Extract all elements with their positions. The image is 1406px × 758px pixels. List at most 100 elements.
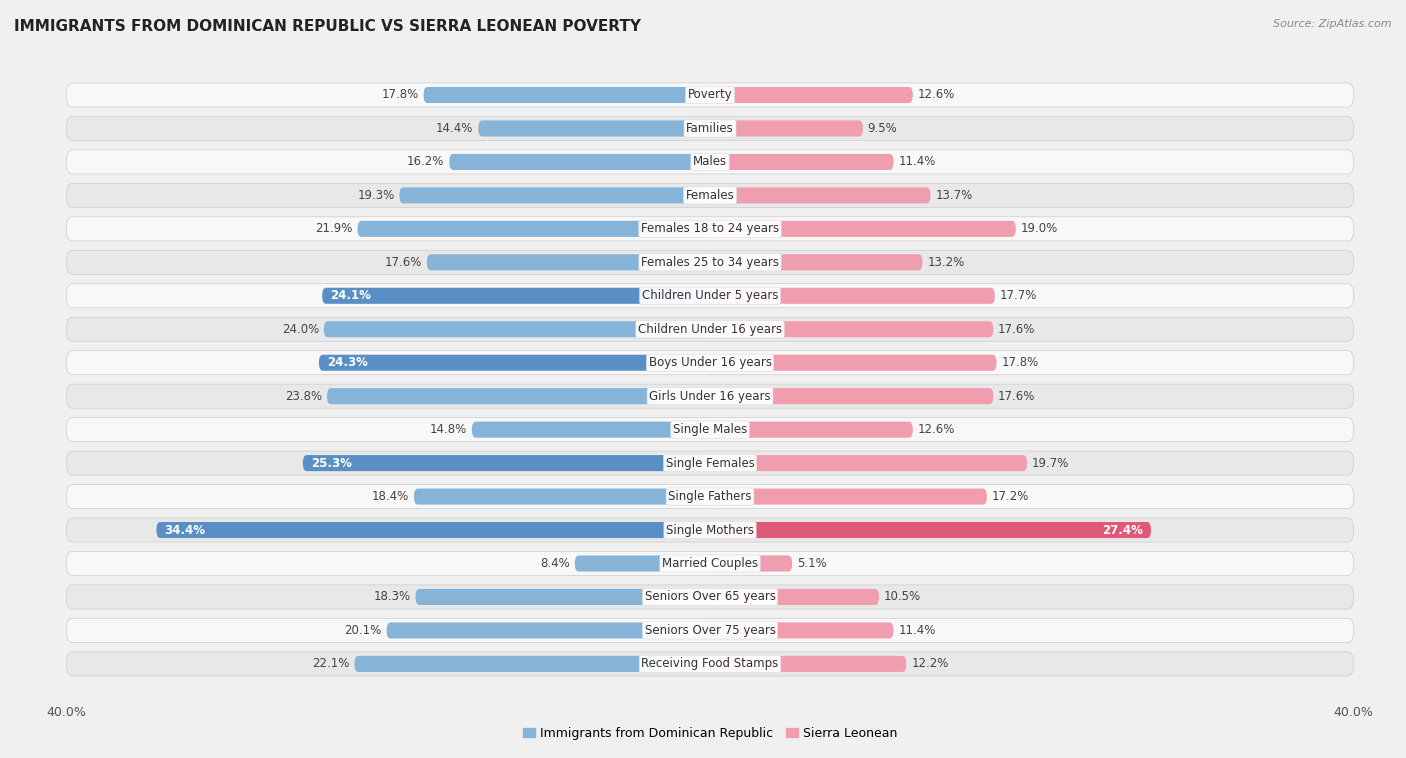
Text: Children Under 5 years: Children Under 5 years — [641, 290, 779, 302]
FancyBboxPatch shape — [66, 83, 1354, 107]
Text: 13.7%: 13.7% — [935, 189, 973, 202]
FancyBboxPatch shape — [710, 221, 1015, 237]
Text: 17.6%: 17.6% — [998, 323, 1035, 336]
Text: Children Under 16 years: Children Under 16 years — [638, 323, 782, 336]
FancyBboxPatch shape — [156, 522, 710, 538]
FancyBboxPatch shape — [399, 187, 710, 203]
Text: Boys Under 16 years: Boys Under 16 years — [648, 356, 772, 369]
Text: 10.5%: 10.5% — [884, 590, 921, 603]
Text: 13.2%: 13.2% — [928, 255, 965, 269]
Text: 21.9%: 21.9% — [315, 222, 353, 235]
Text: Females 18 to 24 years: Females 18 to 24 years — [641, 222, 779, 235]
Text: 5.1%: 5.1% — [797, 557, 827, 570]
FancyBboxPatch shape — [66, 552, 1354, 575]
Text: 24.1%: 24.1% — [330, 290, 371, 302]
FancyBboxPatch shape — [66, 518, 1354, 542]
FancyBboxPatch shape — [66, 585, 1354, 609]
FancyBboxPatch shape — [66, 217, 1354, 241]
FancyBboxPatch shape — [710, 421, 912, 437]
Text: Source: ZipAtlas.com: Source: ZipAtlas.com — [1274, 19, 1392, 29]
Text: 23.8%: 23.8% — [285, 390, 322, 402]
FancyBboxPatch shape — [710, 121, 863, 136]
Text: 18.4%: 18.4% — [371, 490, 409, 503]
Text: 12.2%: 12.2% — [911, 657, 949, 670]
FancyBboxPatch shape — [710, 321, 993, 337]
Text: Married Couples: Married Couples — [662, 557, 758, 570]
Text: Seniors Over 75 years: Seniors Over 75 years — [644, 624, 776, 637]
Text: 17.6%: 17.6% — [385, 255, 422, 269]
FancyBboxPatch shape — [354, 656, 710, 672]
Text: 24.3%: 24.3% — [328, 356, 368, 369]
FancyBboxPatch shape — [66, 150, 1354, 174]
Text: Single Females: Single Females — [665, 456, 755, 470]
FancyBboxPatch shape — [710, 522, 1152, 538]
FancyBboxPatch shape — [66, 484, 1354, 509]
FancyBboxPatch shape — [710, 254, 922, 271]
Text: Seniors Over 65 years: Seniors Over 65 years — [644, 590, 776, 603]
FancyBboxPatch shape — [710, 288, 995, 304]
FancyBboxPatch shape — [302, 455, 710, 471]
FancyBboxPatch shape — [710, 388, 993, 404]
FancyBboxPatch shape — [66, 384, 1354, 409]
FancyBboxPatch shape — [66, 250, 1354, 274]
FancyBboxPatch shape — [710, 556, 792, 572]
FancyBboxPatch shape — [710, 622, 893, 638]
FancyBboxPatch shape — [66, 283, 1354, 308]
Text: 19.0%: 19.0% — [1021, 222, 1057, 235]
FancyBboxPatch shape — [66, 317, 1354, 341]
Text: Girls Under 16 years: Girls Under 16 years — [650, 390, 770, 402]
Text: 17.8%: 17.8% — [1001, 356, 1039, 369]
FancyBboxPatch shape — [357, 221, 710, 237]
Text: 19.7%: 19.7% — [1032, 456, 1069, 470]
Text: 8.4%: 8.4% — [540, 557, 569, 570]
Text: 17.6%: 17.6% — [998, 390, 1035, 402]
FancyBboxPatch shape — [710, 589, 879, 605]
Text: 22.1%: 22.1% — [312, 657, 350, 670]
Text: 9.5%: 9.5% — [868, 122, 897, 135]
Text: Single Males: Single Males — [673, 423, 747, 436]
Text: 11.4%: 11.4% — [898, 155, 935, 168]
FancyBboxPatch shape — [413, 489, 710, 505]
FancyBboxPatch shape — [710, 656, 907, 672]
Text: 17.8%: 17.8% — [381, 89, 419, 102]
Legend: Immigrants from Dominican Republic, Sierra Leonean: Immigrants from Dominican Republic, Sier… — [517, 722, 903, 744]
FancyBboxPatch shape — [710, 154, 893, 170]
Text: 18.3%: 18.3% — [374, 590, 411, 603]
FancyBboxPatch shape — [66, 418, 1354, 442]
FancyBboxPatch shape — [710, 187, 931, 203]
Text: 25.3%: 25.3% — [311, 456, 352, 470]
Text: Single Fathers: Single Fathers — [668, 490, 752, 503]
Text: 12.6%: 12.6% — [918, 89, 955, 102]
Text: Receiving Food Stamps: Receiving Food Stamps — [641, 657, 779, 670]
FancyBboxPatch shape — [66, 451, 1354, 475]
Text: 24.0%: 24.0% — [281, 323, 319, 336]
FancyBboxPatch shape — [416, 589, 710, 605]
FancyBboxPatch shape — [323, 321, 710, 337]
Text: 11.4%: 11.4% — [898, 624, 935, 637]
FancyBboxPatch shape — [710, 87, 912, 103]
FancyBboxPatch shape — [427, 254, 710, 271]
Text: 14.4%: 14.4% — [436, 122, 474, 135]
Text: IMMIGRANTS FROM DOMINICAN REPUBLIC VS SIERRA LEONEAN POVERTY: IMMIGRANTS FROM DOMINICAN REPUBLIC VS SI… — [14, 19, 641, 34]
Text: 12.6%: 12.6% — [918, 423, 955, 436]
FancyBboxPatch shape — [575, 556, 710, 572]
Text: 20.1%: 20.1% — [344, 624, 382, 637]
FancyBboxPatch shape — [322, 288, 710, 304]
Text: 16.2%: 16.2% — [408, 155, 444, 168]
FancyBboxPatch shape — [66, 351, 1354, 374]
Text: 17.7%: 17.7% — [1000, 290, 1038, 302]
FancyBboxPatch shape — [66, 619, 1354, 643]
FancyBboxPatch shape — [472, 421, 710, 437]
FancyBboxPatch shape — [66, 183, 1354, 208]
FancyBboxPatch shape — [387, 622, 710, 638]
FancyBboxPatch shape — [478, 121, 710, 136]
Text: Females 25 to 34 years: Females 25 to 34 years — [641, 255, 779, 269]
Text: 19.3%: 19.3% — [357, 189, 395, 202]
FancyBboxPatch shape — [66, 117, 1354, 140]
Text: 34.4%: 34.4% — [165, 524, 205, 537]
Text: Single Mothers: Single Mothers — [666, 524, 754, 537]
Text: Poverty: Poverty — [688, 89, 733, 102]
Text: Males: Males — [693, 155, 727, 168]
Text: 27.4%: 27.4% — [1102, 524, 1143, 537]
Text: Families: Families — [686, 122, 734, 135]
